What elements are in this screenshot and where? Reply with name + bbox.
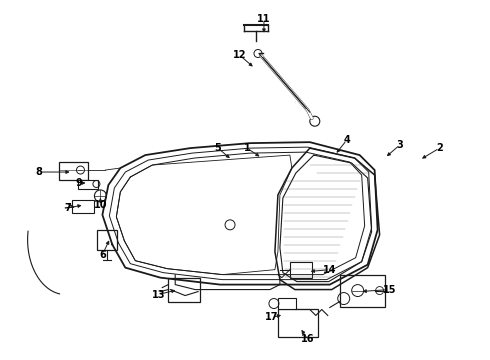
Text: 10: 10: [94, 200, 107, 210]
Text: 17: 17: [265, 312, 279, 323]
Text: 13: 13: [151, 289, 165, 300]
FancyBboxPatch shape: [73, 200, 95, 213]
Text: 7: 7: [64, 203, 71, 213]
Text: 3: 3: [396, 140, 403, 150]
Text: 14: 14: [323, 265, 337, 275]
Text: 9: 9: [75, 178, 82, 188]
Text: 1: 1: [244, 143, 250, 153]
Text: 6: 6: [99, 250, 106, 260]
Text: 16: 16: [301, 334, 315, 345]
Text: 8: 8: [35, 167, 42, 177]
FancyBboxPatch shape: [340, 275, 385, 306]
Text: 5: 5: [215, 143, 221, 153]
FancyBboxPatch shape: [278, 310, 318, 337]
FancyBboxPatch shape: [78, 180, 98, 189]
Text: 2: 2: [436, 143, 443, 153]
FancyBboxPatch shape: [168, 278, 200, 302]
Text: 12: 12: [233, 50, 247, 60]
Text: 15: 15: [383, 284, 396, 294]
Text: 11: 11: [257, 14, 270, 24]
FancyBboxPatch shape: [290, 262, 312, 278]
FancyBboxPatch shape: [98, 230, 118, 250]
FancyBboxPatch shape: [278, 298, 296, 310]
Text: 4: 4: [343, 135, 350, 145]
FancyBboxPatch shape: [58, 162, 89, 180]
